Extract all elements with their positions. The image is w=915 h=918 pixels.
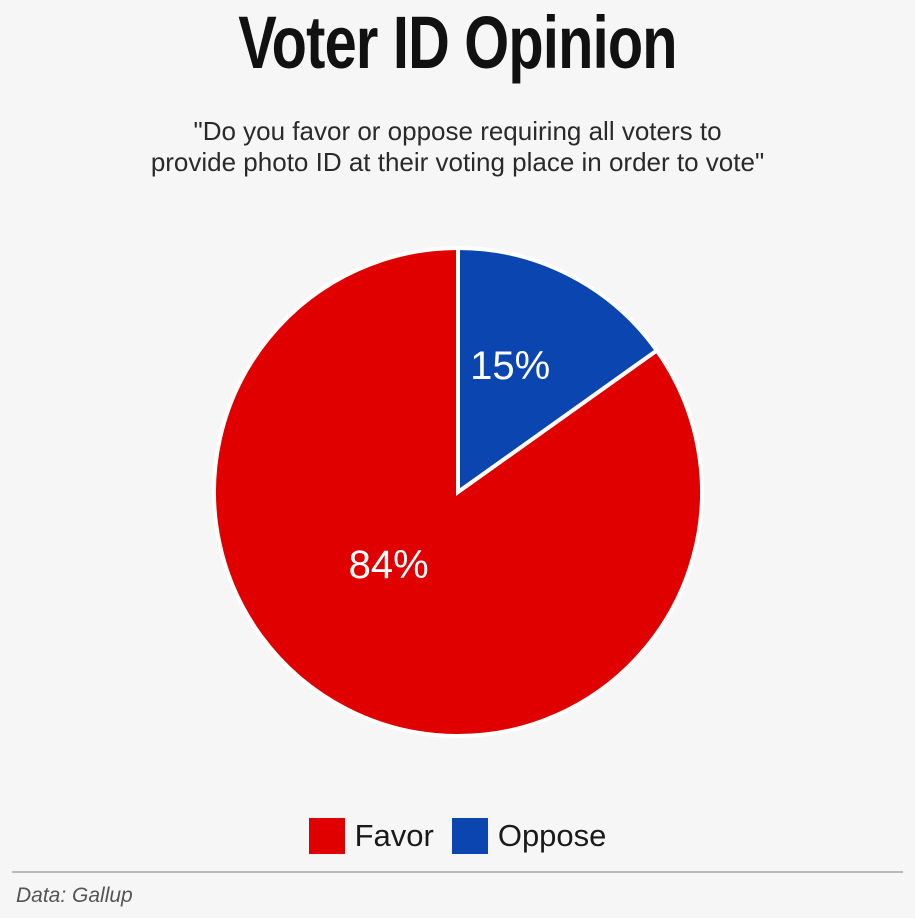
slice-label-favor: 84%: [349, 543, 429, 587]
footer-divider: [12, 871, 903, 873]
legend-item-favor: Favor: [308, 818, 434, 854]
legend-swatch-favor: [308, 818, 345, 854]
legend-label-favor: Favor: [354, 818, 434, 853]
chart-subtitle: "Do you favor or oppose requiring all vo…: [150, 116, 765, 177]
slice-label-oppose: 15%: [470, 344, 550, 388]
chart-title: Voter ID Opinion: [238, 1, 677, 84]
source-note: Data: Gallup: [16, 884, 133, 907]
legend-label-oppose: Oppose: [497, 818, 607, 853]
pie-slice-oppose: [456, 245, 660, 496]
legend-swatch-oppose: [451, 818, 488, 854]
legend-item-oppose: Oppose: [451, 818, 607, 854]
legend: Favor Oppose: [0, 818, 915, 854]
pie-chart: 84% 15%: [214, 245, 702, 736]
